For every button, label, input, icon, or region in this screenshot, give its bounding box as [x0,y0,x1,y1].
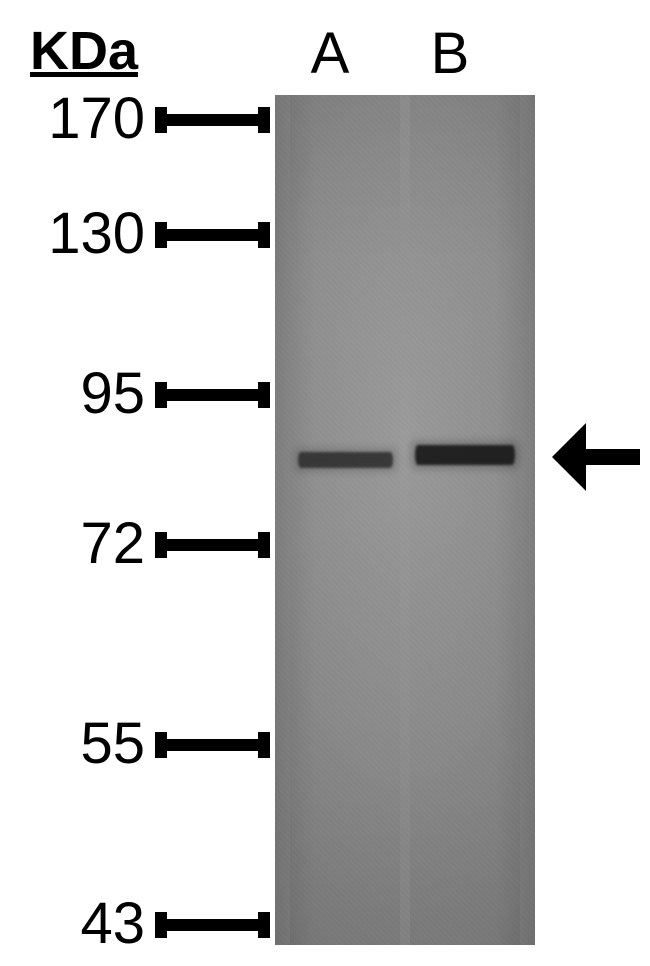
blot-membrane [275,95,535,945]
lane-shading [290,95,400,945]
mw-marker-label: 130 [0,200,145,267]
mw-marker-label: 43 [0,890,145,957]
protein-band-halo [294,448,397,472]
mw-tick-notch [258,912,270,938]
mw-marker-label: 170 [0,85,145,152]
target-arrow-head [552,423,586,491]
mw-tick-notch [155,222,167,248]
mw-tick [155,919,270,931]
target-arrow-stem [586,449,640,465]
lane-shading [410,95,520,945]
lane-label: A [300,20,360,87]
mw-marker-label: 55 [0,710,145,777]
mw-tick-notch [155,912,167,938]
protein-band-halo [411,441,519,469]
mw-tick-notch [258,732,270,758]
mw-tick [155,389,270,401]
mw-tick-notch [155,382,167,408]
mw-tick-notch [258,222,270,248]
axis-unit-label: KDa [30,20,138,82]
mw-marker-label: 95 [0,360,145,427]
mw-tick-notch [155,107,167,133]
lane-label: B [420,20,480,87]
western-blot-figure: KDa170 130 95 72 55 43 AB [0,0,650,966]
mw-tick-notch [258,382,270,408]
mw-tick [155,114,270,126]
mw-tick-notch [258,532,270,558]
mw-tick [155,539,270,551]
mw-tick-notch [258,107,270,133]
mw-tick-notch [155,532,167,558]
mw-tick-notch [155,732,167,758]
mw-tick [155,739,270,751]
mw-marker-label: 72 [0,510,145,577]
mw-tick [155,229,270,241]
